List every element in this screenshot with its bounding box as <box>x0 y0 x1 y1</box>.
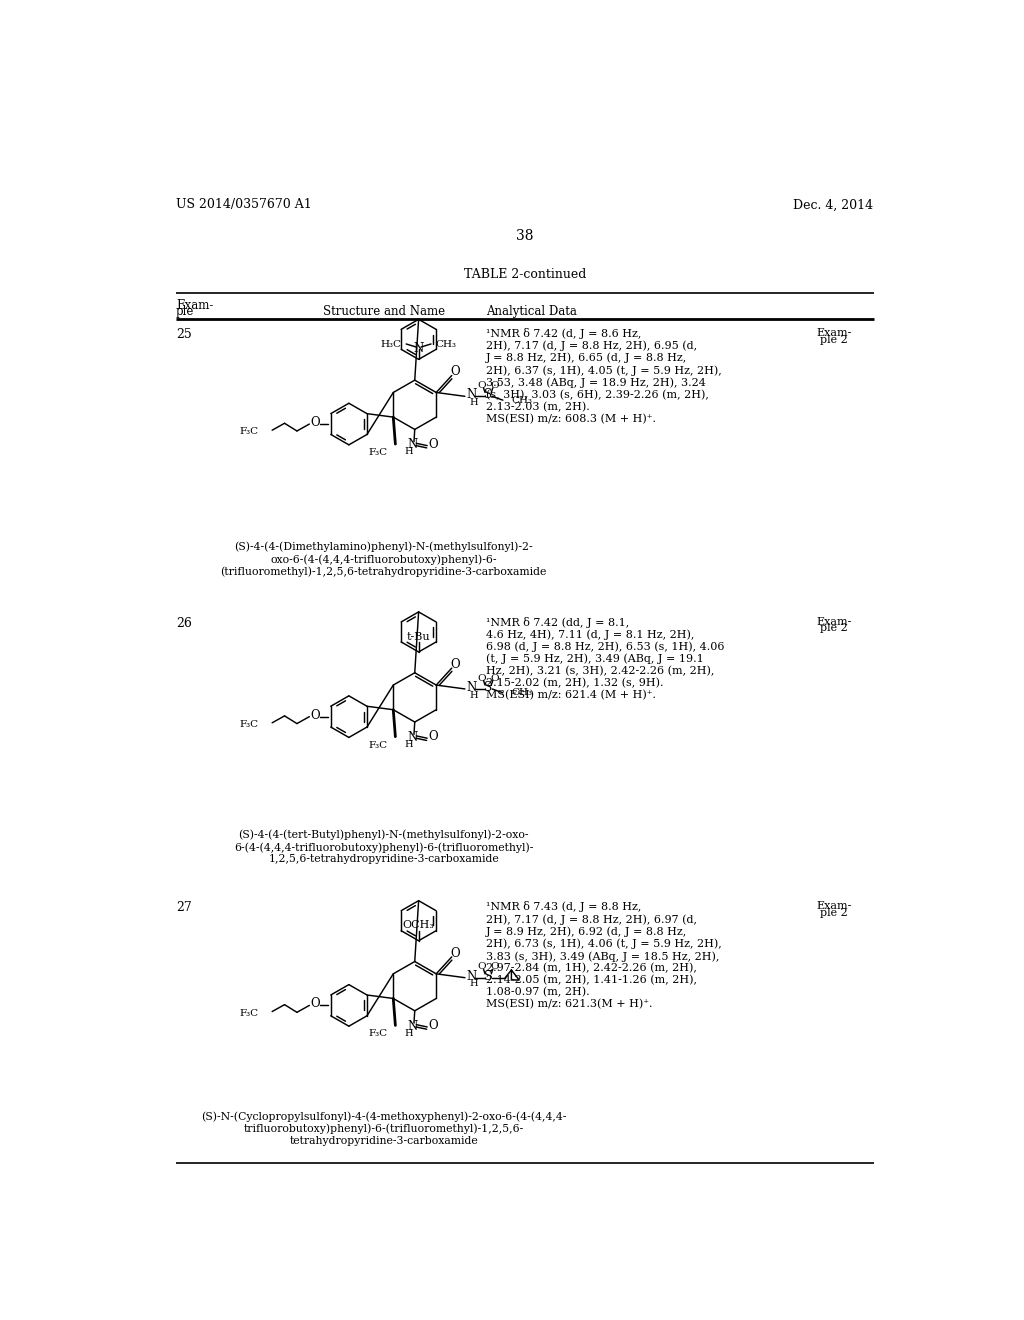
Text: N: N <box>408 1019 418 1032</box>
Text: O: O <box>490 673 499 682</box>
Text: O: O <box>477 381 486 389</box>
Text: H₃C: H₃C <box>381 341 401 350</box>
Text: N: N <box>466 970 476 982</box>
Text: N: N <box>408 438 418 451</box>
Text: 25: 25 <box>176 327 191 341</box>
Text: Exam-: Exam- <box>816 616 852 627</box>
Text: H: H <box>404 1028 413 1038</box>
Text: F₃C: F₃C <box>369 741 388 750</box>
Text: Structure and Name: Structure and Name <box>323 305 444 318</box>
Text: 38: 38 <box>516 230 534 243</box>
Text: O: O <box>428 730 438 743</box>
Text: Exam-: Exam- <box>176 298 213 312</box>
Text: F₃C: F₃C <box>369 447 388 457</box>
Text: Analytical Data: Analytical Data <box>486 305 577 318</box>
Text: TABLE 2-continued: TABLE 2-continued <box>464 268 586 281</box>
Text: N: N <box>414 342 424 355</box>
Text: ple 2: ple 2 <box>820 623 848 634</box>
Text: O: O <box>310 709 321 722</box>
Text: O: O <box>490 962 499 972</box>
Text: O: O <box>428 1019 438 1032</box>
Text: O: O <box>451 946 461 960</box>
Text: F₃C: F₃C <box>239 719 258 729</box>
Text: (S)-N-(Cyclopropylsulfonyl)-4-(4-methoxyphenyl)-2-oxo-6-(4-(4,4,4-
trifluorobuto: (S)-N-(Cyclopropylsulfonyl)-4-(4-methoxy… <box>201 1111 566 1146</box>
Text: US 2014/0357670 A1: US 2014/0357670 A1 <box>176 198 311 211</box>
Text: O: O <box>451 366 461 379</box>
Text: O: O <box>490 381 499 389</box>
Text: Exam-: Exam- <box>816 327 852 338</box>
Text: H: H <box>469 979 478 989</box>
Text: S: S <box>484 970 493 982</box>
Text: ple 2: ple 2 <box>820 335 848 345</box>
Text: O: O <box>451 657 461 671</box>
Text: O: O <box>310 998 321 1010</box>
Text: Exam-: Exam- <box>816 902 852 911</box>
Text: OCH₃: OCH₃ <box>402 920 434 931</box>
Text: F₃C: F₃C <box>239 428 258 436</box>
Text: ¹NMR δ 7.42 (d, J = 8.6 Hz,
2H), 7.17 (d, J = 8.8 Hz, 2H), 6.95 (d,
J = 8.8 Hz, : ¹NMR δ 7.42 (d, J = 8.6 Hz, 2H), 7.17 (d… <box>486 327 722 424</box>
Text: CH₃: CH₃ <box>511 396 532 405</box>
Text: N: N <box>466 681 476 694</box>
Text: t-Bu: t-Bu <box>407 631 430 642</box>
Text: S: S <box>484 388 493 401</box>
Text: CH₃: CH₃ <box>511 688 532 697</box>
Text: N: N <box>408 731 418 744</box>
Text: ¹NMR δ 7.42 (dd, J = 8.1,
4.6 Hz, 4H), 7.11 (d, J = 8.1 Hz, 2H),
6.98 (d, J = 8.: ¹NMR δ 7.42 (dd, J = 8.1, 4.6 Hz, 4H), 7… <box>486 616 725 701</box>
Text: 27: 27 <box>176 902 191 915</box>
Text: CH₃: CH₃ <box>435 341 457 350</box>
Text: ¹NMR δ 7.43 (d, J = 8.8 Hz,
2H), 7.17 (d, J = 8.8 Hz, 2H), 6.97 (d,
J = 8.9 Hz, : ¹NMR δ 7.43 (d, J = 8.8 Hz, 2H), 7.17 (d… <box>486 902 722 1010</box>
Text: F₃C: F₃C <box>369 1030 388 1039</box>
Text: H: H <box>404 447 413 457</box>
Text: O: O <box>477 673 486 682</box>
Text: (S)-4-(4-(Dimethylamino)phenyl)-N-(methylsulfonyl)-2-
oxo-6-(4-(4,4,4-trifluorob: (S)-4-(4-(Dimethylamino)phenyl)-N-(methy… <box>220 543 547 577</box>
Text: H: H <box>404 741 413 748</box>
Text: N: N <box>466 388 476 401</box>
Text: O: O <box>310 416 321 429</box>
Text: O: O <box>428 437 438 450</box>
Text: ple: ple <box>176 305 195 318</box>
Text: Dec. 4, 2014: Dec. 4, 2014 <box>794 198 873 211</box>
Text: O: O <box>477 962 486 972</box>
Text: 26: 26 <box>176 616 191 630</box>
Text: H: H <box>469 690 478 700</box>
Text: ple 2: ple 2 <box>820 908 848 919</box>
Text: (S)-4-(4-(tert-Butyl)phenyl)-N-(methylsulfonyl)-2-oxo-
6-(4-(4,4,4-trifluorobuto: (S)-4-(4-(tert-Butyl)phenyl)-N-(methylsu… <box>234 830 534 865</box>
Text: S: S <box>484 681 493 694</box>
Text: H: H <box>469 399 478 407</box>
Text: F₃C: F₃C <box>239 1008 258 1018</box>
